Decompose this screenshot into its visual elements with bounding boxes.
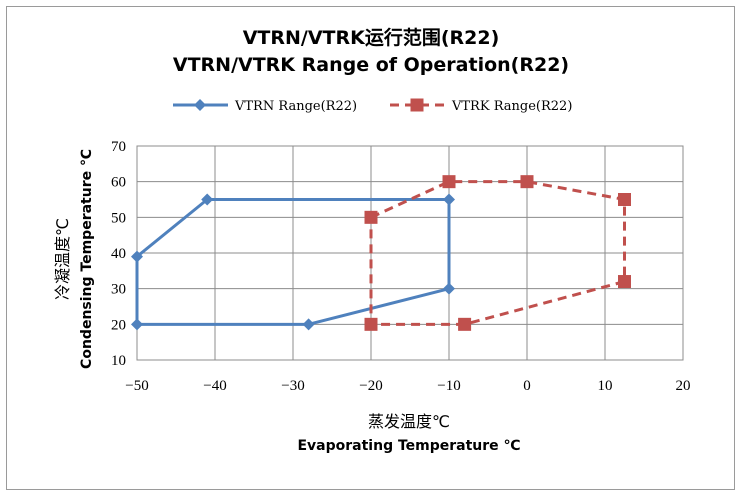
x-tick-label: 10 <box>598 378 613 394</box>
series-1-point <box>131 318 143 331</box>
series-line-2 <box>369 180 626 326</box>
legend: VTRN Range(R22) VTRK Range(R22) <box>173 98 572 114</box>
series-2-point <box>458 317 472 331</box>
series-2-point <box>364 210 378 224</box>
series-2-point <box>618 193 631 206</box>
y-tick-label: 30 <box>111 282 126 298</box>
series-1-point <box>201 193 214 206</box>
x-tick-label: −50 <box>125 378 148 394</box>
series-1-point <box>302 318 315 331</box>
y-axis-label-en: Condensing Temperature ℃ <box>79 149 95 369</box>
x-tick-label: −30 <box>281 378 304 394</box>
series-2-point <box>364 317 378 331</box>
y-tick-label: 60 <box>111 175 126 191</box>
y-tick-label: 40 <box>111 246 126 262</box>
y-axis-label-cn: 冷凝温度℃ <box>53 218 72 300</box>
y-tick-label: 20 <box>111 317 126 333</box>
series-2-point <box>442 175 456 189</box>
series-1-point <box>131 250 143 263</box>
x-tick-label: 0 <box>523 378 531 394</box>
legend-marker-1 <box>194 99 206 111</box>
plot-area: −50 −40 −30 −20 −10 0 10 20 10 20 30 40 50 60 70 <box>111 139 691 394</box>
y-tick-label: 50 <box>111 210 126 226</box>
series-2-point <box>618 275 631 289</box>
series-1-point <box>443 282 455 295</box>
series-2-point <box>520 175 534 189</box>
legend-marker-2 <box>410 98 424 112</box>
x-axis-label-cn: 蒸发温度℃ <box>368 412 450 431</box>
series-1-point <box>443 193 455 206</box>
x-tick-label: −10 <box>437 378 460 394</box>
y-tick-label: 10 <box>111 353 126 369</box>
x-tick-label: −20 <box>359 378 382 394</box>
x-tick-label: 20 <box>676 378 691 394</box>
legend-label-1: VTRN Range(R22) <box>234 99 357 114</box>
legend-label-2: VTRK Range(R22) <box>451 99 572 114</box>
y-tick-label: 70 <box>111 139 126 155</box>
x-tick-label: −40 <box>203 378 226 394</box>
x-axis-label-en: Evaporating Temperature ℃ <box>297 438 520 454</box>
chart-title-cn: VTRN/VTRK运行范围(R22) <box>243 26 500 49</box>
chart-title-en: VTRN/VTRK Range of Operation(R22) <box>173 54 569 76</box>
